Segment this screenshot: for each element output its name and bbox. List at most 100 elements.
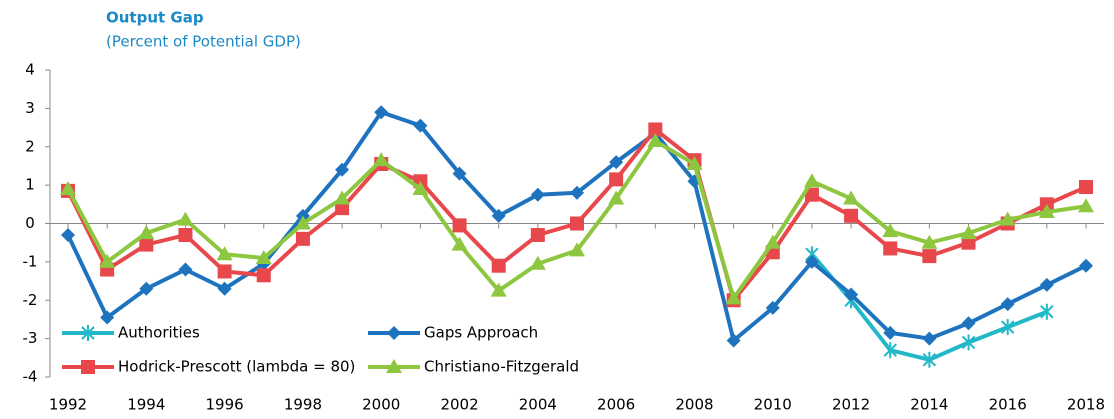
marker (1079, 180, 1093, 195)
marker (804, 254, 819, 269)
legend-label: Hodrick-Prescott (lambda = 80) (118, 358, 355, 376)
marker (530, 228, 545, 243)
x-tick-label: 1994 (127, 396, 165, 414)
x-tick-label: 2014 (910, 396, 948, 414)
y-tick-label: -3 (23, 329, 38, 347)
marker (922, 351, 937, 368)
marker (529, 255, 546, 270)
marker (961, 316, 976, 331)
marker (256, 268, 271, 283)
y-tick-label: -4 (23, 368, 38, 386)
marker (960, 225, 977, 240)
x-tick-label: 2016 (989, 396, 1027, 414)
marker (608, 190, 625, 205)
marker (1038, 203, 1055, 218)
marker (452, 218, 467, 233)
marker (569, 242, 585, 257)
marker (570, 185, 584, 200)
marker (844, 208, 859, 223)
marker (216, 246, 233, 261)
marker (490, 282, 507, 297)
x-tick-label: 1996 (206, 396, 244, 414)
x-tick-label: 2006 (597, 396, 635, 414)
marker (883, 342, 897, 359)
marker (1000, 319, 1015, 336)
marker (961, 334, 976, 351)
marker (295, 231, 310, 246)
x-tick-label: 1998 (284, 396, 322, 414)
marker (1039, 277, 1054, 292)
marker (452, 166, 467, 181)
x-tick-label: 1992 (49, 396, 87, 414)
marker (609, 172, 624, 187)
marker (844, 287, 859, 302)
y-tick-label: 4 (25, 61, 35, 79)
chart-title: Output Gap (106, 9, 204, 27)
marker (803, 173, 820, 188)
marker (725, 290, 742, 305)
marker (922, 331, 937, 346)
marker (139, 281, 154, 296)
marker (217, 281, 232, 296)
marker (609, 155, 624, 170)
marker (883, 325, 898, 340)
marker (1040, 303, 1054, 320)
marker (99, 253, 116, 268)
y-tick-label: 0 (25, 214, 35, 232)
marker (999, 211, 1016, 226)
x-tick-label: 2002 (440, 396, 478, 414)
marker (413, 118, 428, 133)
legend-label: Christiano-Fitzgerald (424, 358, 579, 376)
x-tick-label: 2018 (1067, 396, 1105, 414)
marker (335, 162, 350, 177)
marker (139, 237, 154, 252)
marker (648, 122, 663, 137)
marker (804, 187, 819, 202)
x-tick-label: 2010 (754, 396, 792, 414)
marker (100, 310, 115, 325)
marker (726, 333, 741, 348)
x-tick-label: 2012 (832, 396, 870, 414)
y-tick-label: -2 (23, 291, 38, 309)
marker (883, 241, 898, 256)
legend-label: Authorities (118, 324, 200, 342)
marker (491, 258, 506, 273)
marker (217, 264, 232, 279)
marker (177, 211, 194, 226)
chart-subtitle: (Percent of Potential GDP) (106, 33, 301, 51)
marker (686, 156, 703, 171)
marker (921, 234, 938, 249)
x-tick-label: 2008 (675, 396, 713, 414)
marker (530, 187, 545, 202)
marker (961, 235, 976, 250)
marker (1079, 258, 1093, 273)
marker (922, 249, 937, 264)
marker (374, 105, 389, 120)
marker (843, 190, 860, 205)
marker (60, 180, 76, 195)
legend-label: Gaps Approach (424, 324, 538, 342)
marker (570, 216, 584, 231)
marker (647, 132, 664, 147)
marker (335, 201, 350, 216)
y-tick-label: -1 (23, 252, 38, 270)
marker (294, 215, 311, 230)
marker (1000, 297, 1015, 312)
legend-marker (386, 359, 402, 373)
marker (491, 208, 506, 223)
marker (412, 180, 429, 195)
marker (334, 190, 351, 205)
marker (178, 228, 193, 243)
marker (764, 234, 781, 249)
marker (882, 223, 899, 238)
marker (373, 152, 390, 167)
y-tick-label: 3 (25, 99, 35, 117)
legend-marker (387, 326, 401, 340)
x-tick-label: 2000 (362, 396, 400, 414)
y-tick-label: 2 (25, 137, 35, 155)
y-tick-label: 1 (25, 176, 35, 194)
legend-marker (81, 325, 95, 341)
marker (1078, 198, 1094, 213)
marker (451, 236, 468, 251)
